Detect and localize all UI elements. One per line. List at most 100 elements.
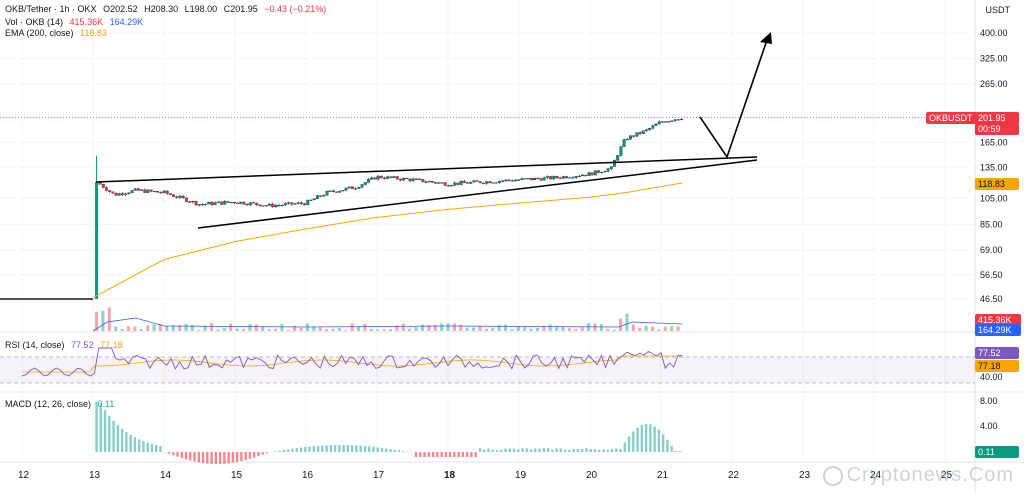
macd-histogram-bar: [385, 448, 388, 452]
candle-body: [114, 193, 118, 196]
volume-tag-2: 164.29K: [975, 324, 1021, 336]
price-tick-label: 105.00: [980, 193, 1008, 203]
macd-tag: 0.11: [975, 446, 1019, 458]
volume-bar: [197, 329, 201, 331]
candle-body: [660, 121, 664, 123]
volume-bar: [127, 326, 130, 331]
volume-bar: [535, 327, 539, 331]
macd-histogram-bar: [653, 426, 656, 452]
volume-bar: [446, 323, 450, 331]
candle-body: [232, 202, 236, 204]
volume-bar: [312, 326, 316, 331]
macd-histogram-bar: [470, 452, 473, 457]
volume-bar: [350, 323, 354, 331]
macd-histogram-bar: [517, 449, 520, 452]
macd-histogram-bar: [580, 448, 584, 452]
volume-bar: [529, 328, 533, 331]
macd-histogram-bar: [214, 452, 218, 464]
macd-histogram-bar: [240, 452, 243, 462]
symbol-tag: OKBUSDT: [926, 112, 976, 124]
candle-body: [306, 200, 310, 206]
candle-body: [421, 179, 425, 183]
date-tick-label: 19: [515, 470, 527, 481]
macd-histogram-bar: [512, 448, 516, 452]
volume-bar: [184, 323, 188, 331]
candle-body: [517, 179, 521, 181]
lower-trendline: [197, 159, 758, 229]
candle-body: [654, 123, 658, 126]
candle-body: [523, 178, 527, 180]
candle-body: [577, 175, 581, 177]
candle-body: [558, 177, 562, 179]
candle-body: [581, 174, 584, 177]
volume-bar: [478, 326, 482, 331]
volume-bar: [273, 328, 277, 331]
macd-histogram-bar: [321, 445, 324, 452]
candle-body: [469, 181, 473, 184]
candle-body: [267, 203, 271, 206]
macd-histogram-bar: [397, 450, 401, 452]
volume-bar: [254, 324, 258, 331]
candle-body: [402, 177, 406, 181]
macd-histogram-bar: [521, 448, 524, 452]
volume-bar: [229, 323, 233, 331]
macd-histogram-bar: [555, 448, 558, 452]
volume-bar: [222, 328, 226, 331]
volume-bar: [491, 327, 495, 331]
macd-histogram-bar: [252, 452, 256, 458]
macd-histogram-bar: [218, 452, 222, 464]
macd-histogram-bar: [649, 424, 652, 452]
macd-histogram-bar: [99, 403, 103, 452]
candle-body: [389, 176, 393, 178]
macd-histogram-bar: [644, 424, 648, 452]
volume-bar: [414, 327, 418, 331]
candle-body: [159, 192, 163, 194]
macd-histogram-bar: [389, 449, 392, 452]
candle-body: [533, 177, 537, 181]
macd-histogram-bar: [606, 449, 609, 452]
macd-histogram-bar: [189, 452, 192, 461]
volume-bar: [599, 324, 603, 331]
macd-histogram-bar: [636, 427, 639, 452]
candle-body: [657, 121, 661, 125]
candle-body: [376, 175, 380, 180]
volume-value-2: 164.29K: [109, 17, 144, 27]
macd-histogram-bar: [308, 446, 311, 452]
macd-histogram-bar: [350, 445, 354, 452]
macd-histogram-bar: [610, 448, 614, 452]
date-tick-label: 15: [231, 470, 243, 481]
macd-histogram-bar: [478, 448, 482, 452]
volume-bar: [670, 326, 674, 331]
volume-bar: [299, 327, 303, 331]
candle-body: [271, 203, 275, 208]
macd-histogram-bar: [568, 449, 571, 452]
macd-histogram-bar: [142, 441, 145, 452]
macd-histogram-bar: [640, 425, 644, 452]
date-tick-label: 23: [799, 470, 811, 481]
volume-bar: [376, 329, 380, 331]
price-tick-label: 135.00: [980, 162, 1008, 172]
volume-bar: [497, 325, 501, 331]
candle-body: [491, 182, 495, 184]
macd-histogram-bar: [402, 450, 405, 452]
volume-bar: [337, 328, 341, 331]
candle-body: [172, 194, 176, 197]
volume-bar: [555, 327, 559, 331]
candle-body: [363, 182, 367, 185]
macd-histogram-bar: [440, 452, 443, 457]
macd-histogram-bar: [448, 452, 452, 457]
candle-body: [459, 181, 463, 185]
volume-bar: [101, 310, 105, 331]
candle-body: [277, 205, 281, 207]
date-tick-label: 13: [89, 470, 101, 481]
candle-body: [625, 139, 629, 141]
macd-histogram-bar: [261, 452, 264, 455]
candle-body: [408, 178, 412, 182]
macd-histogram-bar: [150, 443, 154, 452]
macd-histogram-bar: [223, 452, 226, 464]
candle-body: [613, 160, 616, 167]
candle-body: [539, 178, 543, 181]
candle-body: [574, 176, 578, 178]
macd-histogram-bar: [282, 449, 286, 452]
